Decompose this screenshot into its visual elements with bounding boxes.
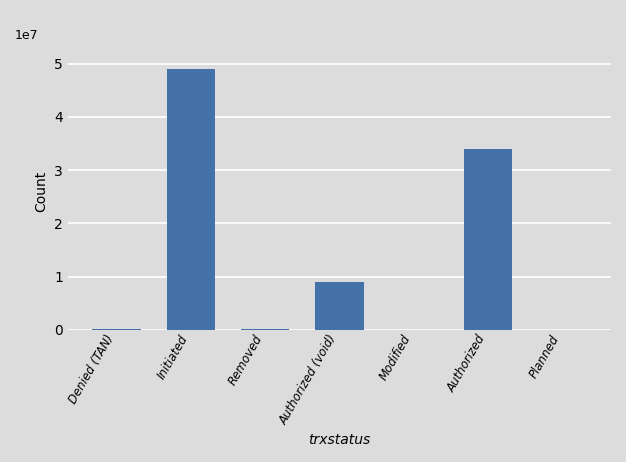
Bar [464,149,512,330]
Bar [167,69,215,330]
Text: 1e7: 1e7 [15,29,39,42]
Bar [316,282,364,330]
Bar [241,329,289,330]
Bar [93,329,141,330]
Y-axis label: Count: Count [34,171,48,212]
X-axis label: trxstatus: trxstatus [308,433,371,447]
